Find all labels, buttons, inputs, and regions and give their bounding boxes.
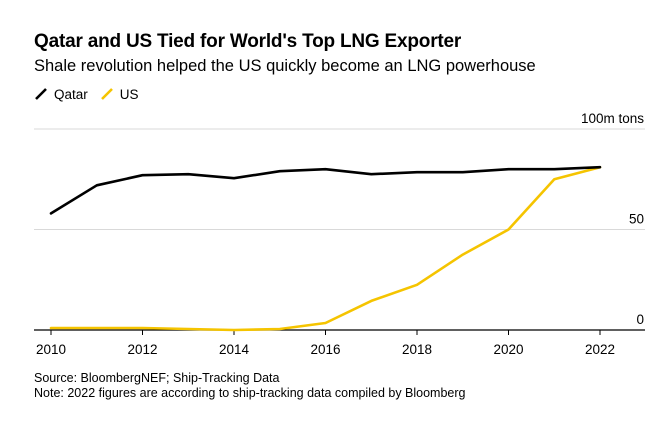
legend-label-us: US — [119, 86, 139, 102]
x-tick-label-2018: 2018 — [402, 342, 432, 357]
gridlines — [34, 128, 645, 230]
footnote: Note: 2022 figures are according to ship… — [34, 386, 466, 400]
x-tick-label-2022: 2022 — [585, 342, 615, 357]
legend-swatch-qatar — [35, 88, 47, 100]
legend-swatch-us — [100, 88, 113, 100]
x-axis — [34, 329, 645, 335]
source-note: Source: BloombergNEF; Ship-Tracking Data — [34, 371, 280, 385]
series-line-qatar — [49, 165, 602, 215]
legend-item-us: US — [100, 87, 139, 102]
x-tick-label-2010: 2010 — [36, 342, 66, 357]
y-tick-labels: 0 50 100m tons — [581, 111, 644, 327]
y-tick-label-50: 50 — [629, 212, 644, 227]
x-tick-labels: 2010 2012 2014 2016 2018 2020 2022 — [36, 342, 615, 357]
x-tick-label-2020: 2020 — [493, 342, 523, 357]
series-line-us — [49, 165, 602, 332]
y-tick-label-0: 0 — [636, 312, 644, 327]
chart-subtitle: Shale revolution helped the US quickly b… — [34, 57, 536, 75]
legend: Qatar US — [34, 84, 151, 104]
x-tick-label-2014: 2014 — [219, 342, 250, 357]
y-tick-label-100: 100m tons — [581, 111, 644, 126]
chart-title: Qatar and US Tied for World's Top LNG Ex… — [34, 31, 462, 52]
series-lines — [49, 165, 602, 332]
x-tick-label-2016: 2016 — [310, 342, 340, 357]
legend-label-qatar: Qatar — [54, 86, 88, 102]
x-tick-label-2012: 2012 — [127, 342, 157, 357]
legend-item-qatar: Qatar — [34, 87, 88, 102]
